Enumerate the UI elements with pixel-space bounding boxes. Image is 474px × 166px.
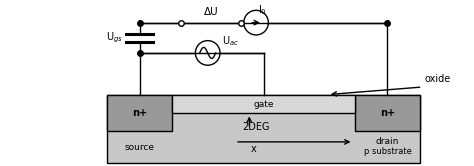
Bar xyxy=(356,95,419,130)
Bar xyxy=(172,95,356,114)
Text: gate: gate xyxy=(253,100,274,109)
Text: n+: n+ xyxy=(380,108,395,118)
Text: n+: n+ xyxy=(132,108,147,118)
Text: p substrate: p substrate xyxy=(364,147,411,156)
Text: 2DEG: 2DEG xyxy=(242,123,270,132)
Text: I$_0$: I$_0$ xyxy=(258,3,267,17)
Text: oxide: oxide xyxy=(424,74,451,84)
Text: x: x xyxy=(251,144,257,155)
Text: ΔU: ΔU xyxy=(204,7,219,17)
Bar xyxy=(107,95,419,163)
Text: drain: drain xyxy=(376,137,399,146)
Bar xyxy=(107,95,172,130)
Text: U$_{gs}$: U$_{gs}$ xyxy=(106,31,122,45)
Text: source: source xyxy=(125,143,155,152)
Text: U$_{ac}$: U$_{ac}$ xyxy=(222,34,239,48)
